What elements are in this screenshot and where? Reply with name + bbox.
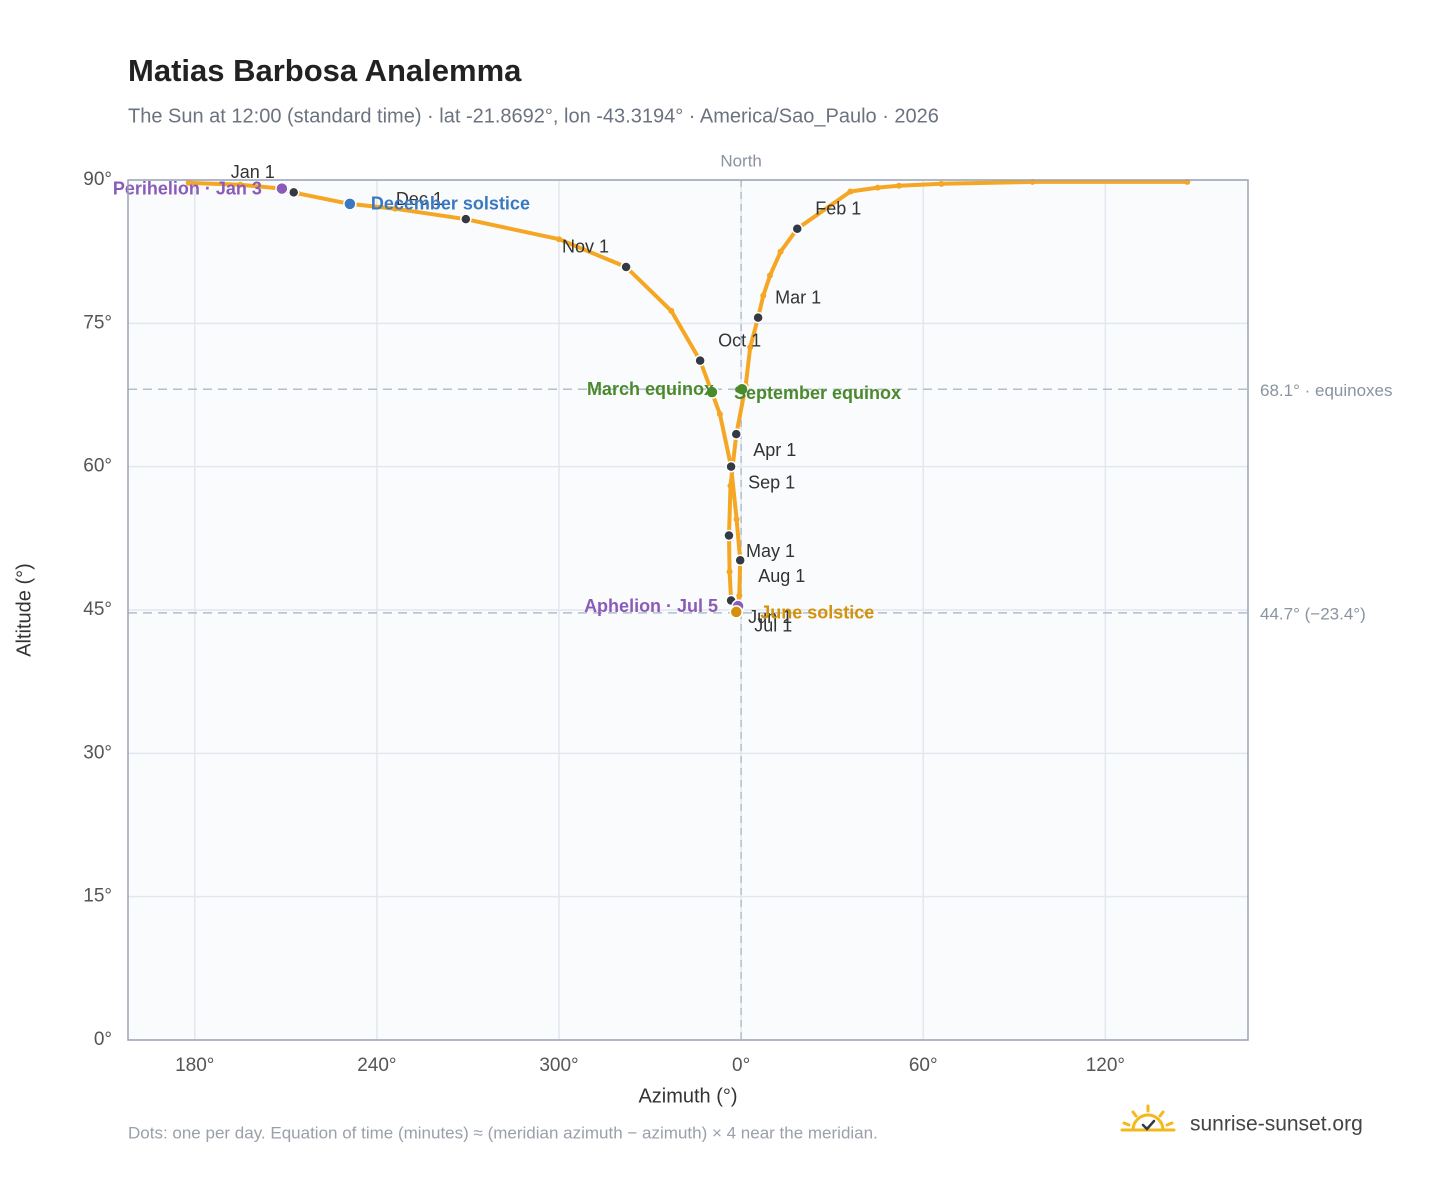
brand-logo bbox=[1120, 1104, 1176, 1132]
month-marker bbox=[620, 261, 632, 273]
daily-dot bbox=[874, 184, 881, 191]
month-label: May 1 bbox=[746, 541, 795, 561]
meridian-label: North bbox=[720, 151, 762, 170]
event-marker bbox=[735, 382, 749, 397]
y-tick-label: 45° bbox=[83, 599, 112, 620]
month-label: Mar 1 bbox=[775, 287, 821, 307]
y-tick-label: 30° bbox=[83, 742, 112, 763]
y-axis-label: Altitude (°) bbox=[13, 563, 35, 657]
x-tick-label: 120° bbox=[1086, 1055, 1125, 1076]
month-marker bbox=[791, 222, 804, 235]
month-marker bbox=[723, 529, 735, 542]
daily-dot bbox=[747, 344, 754, 351]
reference-label: 68.1° · equinoxes bbox=[1260, 381, 1393, 400]
x-tick-label: 240° bbox=[357, 1055, 396, 1076]
x-tick-label: 60° bbox=[909, 1055, 938, 1076]
month-label: Sep 1 bbox=[748, 472, 795, 492]
event-label: September equinox bbox=[734, 383, 901, 403]
event-marker bbox=[705, 385, 719, 399]
daily-dot bbox=[556, 236, 563, 243]
month-label: Jun 1 bbox=[748, 607, 792, 627]
y-tick-label: 60° bbox=[83, 456, 112, 477]
month-label: Apr 1 bbox=[753, 440, 796, 460]
event-label: March equinox bbox=[587, 379, 714, 399]
daily-dot bbox=[766, 272, 773, 279]
daily-dot bbox=[392, 205, 399, 212]
month-label: Dec 1 bbox=[396, 189, 443, 209]
event-label: December solstice bbox=[371, 194, 530, 214]
daily-dot bbox=[895, 182, 902, 189]
daily-dot bbox=[727, 482, 734, 489]
daily-dot bbox=[736, 592, 743, 599]
month-marker bbox=[725, 460, 737, 473]
daily-dot bbox=[733, 516, 740, 523]
x-tick-label: 180° bbox=[175, 1055, 214, 1076]
month-marker bbox=[752, 311, 764, 324]
brand-name: sunrise-sunset.org bbox=[1190, 1113, 1363, 1136]
daily-dot bbox=[760, 292, 767, 299]
daily-dot bbox=[726, 568, 733, 575]
plot-frame bbox=[127, 179, 1249, 1041]
event-label: June solstice bbox=[760, 603, 874, 623]
x-axis-label: Azimuth (°) bbox=[638, 1085, 737, 1107]
y-tick-label: 90° bbox=[83, 169, 112, 190]
daily-dot bbox=[777, 248, 784, 255]
month-label: Jul 1 bbox=[754, 616, 792, 636]
event-label: Perihelion · Jan 3 bbox=[113, 178, 262, 198]
chart-title: Matias Barbosa Analemma bbox=[128, 53, 522, 88]
month-marker bbox=[694, 354, 706, 367]
event-marker bbox=[729, 605, 744, 619]
month-marker bbox=[287, 186, 300, 199]
x-tick-label: 300° bbox=[539, 1055, 578, 1076]
month-label: Aug 1 bbox=[758, 566, 805, 586]
daily-dot bbox=[668, 307, 675, 314]
month-label: Feb 1 bbox=[815, 198, 861, 218]
event-marker bbox=[275, 181, 289, 196]
month-marker bbox=[734, 554, 746, 567]
y-tick-label: 15° bbox=[83, 886, 112, 907]
month-label: Oct 1 bbox=[718, 330, 761, 350]
daily-dot bbox=[237, 181, 244, 188]
chart-subtitle: The Sun at 12:00 (standard time) · lat -… bbox=[128, 105, 939, 127]
daily-dot bbox=[847, 188, 854, 195]
event-marker bbox=[343, 197, 357, 211]
x-tick-label: 0° bbox=[732, 1055, 750, 1076]
reference-label: 44.7° (−23.4°) bbox=[1260, 604, 1366, 623]
daily-dot bbox=[185, 179, 192, 186]
month-label: Jan 1 bbox=[231, 162, 275, 182]
y-tick-label: 75° bbox=[83, 312, 112, 333]
y-tick-label: 0° bbox=[94, 1029, 112, 1050]
footnote: Dots: one per day. Equation of time (min… bbox=[128, 1123, 878, 1142]
daily-dot bbox=[716, 411, 723, 418]
month-marker bbox=[730, 428, 743, 440]
daily-dot bbox=[938, 180, 945, 187]
event-label: Aphelion · Jul 5 bbox=[584, 596, 718, 616]
month-marker bbox=[460, 213, 472, 225]
month-label: Nov 1 bbox=[562, 237, 609, 257]
